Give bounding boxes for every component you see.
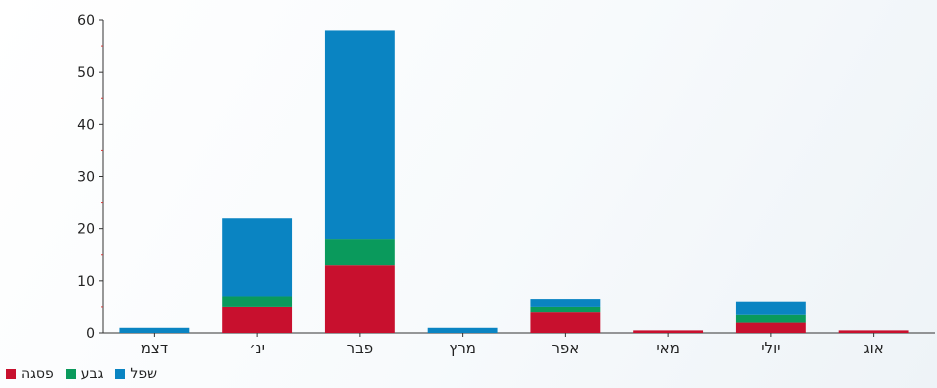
legend-item: גבע [65,366,104,382]
bar-segment [324,30,395,240]
y-tick-label: 60 [77,13,95,29]
bar-segment [427,327,498,333]
legend-item: שפל [115,366,157,382]
legend: פסגה גבע שפל [6,366,157,382]
x-tick-label: אפר [551,339,579,357]
legend-label: פסגה [21,366,54,382]
y-tick-label: 40 [77,117,95,133]
x-tick-label: מאי [656,339,680,357]
bar-segment [119,327,190,333]
y-axis: 0 10 20 30 40 50 60 [77,13,104,342]
bar-segment [324,239,395,266]
x-tick-label: אוג [863,339,883,357]
legend-swatch [115,369,126,379]
bar-segment [633,330,704,333]
x-tick-label: ינ׳ [249,339,265,357]
y-tick-label: 30 [77,170,95,186]
y-tick-label: 10 [77,274,95,290]
bar-segment [530,312,601,333]
bar-segment [222,296,293,307]
y-tick-label: 50 [77,65,95,81]
legend-swatch [6,369,16,379]
bar-segment [838,330,909,333]
bar-segment [735,314,806,323]
bar-segment [735,301,806,315]
bar-segment [530,299,601,307]
x-axis: דצמ ינ׳ פבר מרץ אפר מאי יולי אוג [103,332,935,357]
legend-swatch [65,369,76,379]
x-tick-label: מרץ [449,339,476,357]
x-tick-label: יולי [761,339,780,357]
bar-segment [324,265,395,333]
bar-segment [222,306,293,333]
legend-item: פסגה [6,366,54,382]
x-tick-label: פבר [347,339,374,357]
bars [119,30,909,333]
y-tick-label: 20 [77,222,95,238]
bar-segment [735,322,806,333]
x-tick-label: דצמ [141,339,168,357]
bar-segment [530,306,601,313]
bar-segment [222,218,293,297]
legend-label: גבע [80,366,104,382]
y-tick-label: 0 [86,326,95,342]
legend-label: שפל [130,366,158,382]
